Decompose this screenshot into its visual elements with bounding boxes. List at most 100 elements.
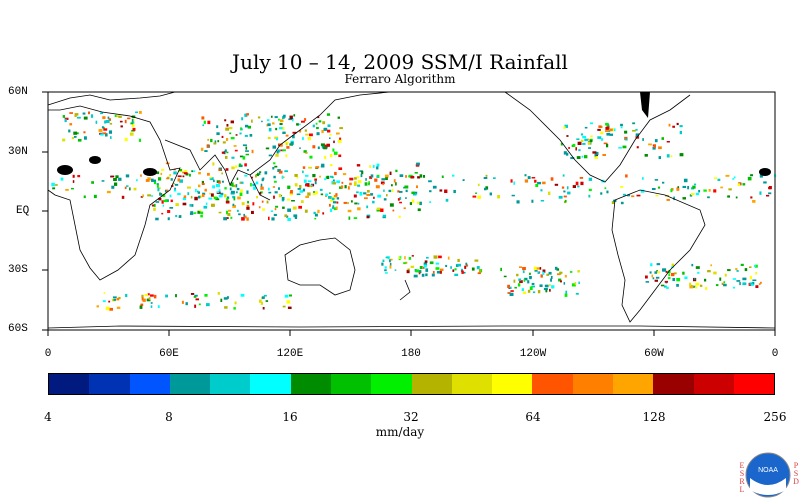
rain-cell bbox=[308, 185, 313, 188]
rain-cell bbox=[606, 190, 609, 194]
rain-cell bbox=[665, 270, 668, 273]
rain-cell bbox=[204, 150, 208, 152]
rain-cell bbox=[198, 172, 201, 175]
rain-cell bbox=[330, 164, 333, 167]
color-swatch bbox=[411, 374, 452, 394]
rain-cell bbox=[268, 216, 270, 221]
rain-cell bbox=[187, 192, 190, 196]
rain-cell bbox=[239, 182, 242, 184]
rain-cell bbox=[564, 199, 567, 203]
rain-cell bbox=[575, 181, 579, 186]
rain-cell bbox=[103, 128, 108, 131]
color-swatch bbox=[290, 374, 331, 394]
rain-cell bbox=[691, 263, 694, 267]
noaa-logo: NOAA bbox=[745, 452, 791, 498]
rain-cell bbox=[301, 120, 305, 123]
psd-letter: S bbox=[793, 469, 799, 478]
rain-cell bbox=[245, 150, 249, 152]
rain-cell bbox=[104, 120, 107, 124]
noaa-logo-text: NOAA bbox=[758, 467, 778, 474]
rain-cell bbox=[413, 274, 418, 278]
rain-cell bbox=[299, 190, 304, 193]
rain-cell bbox=[310, 184, 313, 187]
rain-cell bbox=[750, 196, 753, 199]
rain-cell bbox=[319, 175, 321, 178]
rain-cell bbox=[752, 279, 757, 281]
rain-cell bbox=[217, 292, 220, 295]
rain-cell bbox=[291, 200, 295, 202]
rain-cell bbox=[671, 263, 674, 267]
rain-cell bbox=[129, 187, 131, 191]
rain-cell bbox=[287, 185, 291, 189]
rain-cell bbox=[76, 116, 81, 119]
rain-cell bbox=[695, 282, 700, 286]
rain-cell bbox=[478, 269, 481, 273]
rain-cell bbox=[285, 154, 288, 158]
rain-cell bbox=[529, 276, 532, 280]
rain-cell bbox=[218, 189, 221, 193]
rain-cell bbox=[62, 115, 65, 118]
rain-cell bbox=[312, 124, 315, 128]
rain-cell bbox=[274, 191, 278, 194]
rain-cell bbox=[305, 183, 309, 187]
rain-cell bbox=[563, 195, 567, 198]
color-swatch bbox=[733, 374, 775, 394]
rain-cell bbox=[333, 140, 335, 144]
rain-cell bbox=[423, 262, 428, 266]
rain-cell bbox=[304, 129, 307, 132]
rain-cell bbox=[600, 131, 604, 135]
rain-cell bbox=[230, 120, 234, 124]
rain-cell bbox=[238, 163, 242, 167]
rain-cell bbox=[549, 288, 551, 292]
rain-cell bbox=[774, 174, 777, 177]
rain-cell bbox=[201, 116, 205, 120]
rain-cell bbox=[113, 298, 116, 301]
rain-cell bbox=[234, 149, 238, 152]
rain-cell bbox=[534, 179, 537, 183]
rain-cell bbox=[676, 283, 679, 287]
rain-cell bbox=[234, 301, 237, 305]
rain-cell bbox=[636, 146, 639, 149]
rain-cell bbox=[74, 115, 77, 117]
rain-cell bbox=[359, 192, 363, 196]
rain-cell bbox=[543, 288, 548, 291]
rain-cell bbox=[438, 255, 442, 259]
rain-cell bbox=[296, 123, 299, 126]
rain-cell bbox=[216, 184, 220, 188]
rain-cell bbox=[244, 215, 247, 219]
rain-cell bbox=[268, 191, 272, 194]
rain-cell bbox=[698, 189, 701, 193]
rain-cell bbox=[286, 300, 291, 304]
rain-cell bbox=[724, 273, 727, 277]
lon-label-120e: 120E bbox=[276, 348, 304, 360]
rain-cell bbox=[413, 193, 417, 196]
rain-cell bbox=[353, 217, 358, 219]
rain-cell bbox=[260, 191, 263, 194]
rain-cell bbox=[246, 190, 249, 194]
rain-cell bbox=[309, 133, 313, 137]
rain-cell bbox=[76, 132, 79, 135]
rain-cell bbox=[178, 215, 182, 218]
rain-cell bbox=[276, 150, 279, 154]
rain-cell bbox=[658, 156, 661, 160]
rain-cell bbox=[307, 180, 312, 183]
rain-cell bbox=[750, 284, 754, 286]
rain-cell bbox=[317, 146, 320, 150]
color-swatch bbox=[653, 374, 694, 394]
rain-cell bbox=[195, 298, 199, 301]
rain-cell bbox=[323, 146, 327, 150]
lon-label-180: 180 bbox=[401, 348, 421, 360]
rain-cell bbox=[251, 176, 253, 179]
rain-cell bbox=[263, 294, 267, 297]
rain-cell bbox=[286, 198, 291, 201]
rain-cell bbox=[435, 262, 440, 265]
rain-cell bbox=[260, 186, 264, 190]
rain-cell bbox=[201, 180, 204, 184]
rain-cell bbox=[365, 178, 367, 181]
rain-cell bbox=[273, 195, 275, 199]
rain-cell bbox=[279, 119, 284, 123]
rain-cell bbox=[226, 151, 229, 154]
rain-cell bbox=[193, 212, 197, 214]
rain-cell bbox=[588, 147, 591, 149]
rain-cell bbox=[707, 196, 710, 199]
